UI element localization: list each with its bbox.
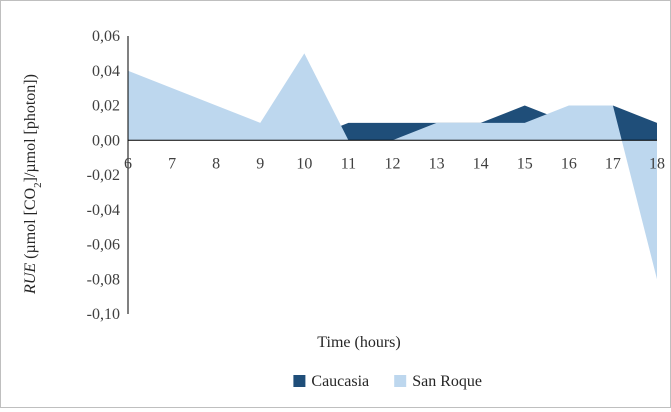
axis-layer — [127, 36, 657, 314]
x-tick-label-3: 9 — [256, 155, 264, 172]
x-tick-label-7: 13 — [429, 155, 445, 172]
x-tick-label-12: 18 — [649, 155, 665, 172]
x-tick-label-10: 16 — [561, 155, 577, 172]
series-layer — [128, 53, 657, 280]
y-tick-label-1: 0,04 — [92, 63, 120, 80]
legend: Caucasia San Roque — [293, 373, 482, 390]
legend-label-1: San Roque — [412, 373, 482, 390]
y-tick-label-7: -0,08 — [87, 271, 120, 288]
y-axis-title-pre: (µmol [CO — [22, 188, 39, 263]
legend-swatch-1 — [394, 375, 407, 387]
x-axis-title: Time (hours) — [317, 334, 400, 351]
x-tick-label-9: 15 — [517, 155, 533, 172]
legend-swatch-0 — [293, 375, 306, 387]
y-tick-label-8: -0,10 — [87, 306, 120, 323]
y-tick-label-3: 0,00 — [92, 132, 120, 149]
legend-label-0: Caucasia — [311, 373, 369, 390]
y-tick-label-0: 0,06 — [92, 28, 120, 45]
x-tick-label-11: 17 — [605, 155, 621, 172]
x-tick-label-4: 10 — [296, 155, 312, 172]
x-tick-label-6: 12 — [385, 155, 401, 172]
x-tick-label-1: 7 — [168, 155, 176, 172]
label-layer: 0,06 0,04 0,02 0,00 -0,02 -0,04 -0,06 -0,08 -0,1… — [87, 28, 665, 323]
x-tick-label-0: 6 — [124, 155, 132, 172]
y-axis-title: RUE (µmol [CO2]/µmol [photon]) — [22, 74, 44, 295]
y-axis-title-sub: 2 — [32, 182, 44, 188]
y-tick-label-5: -0,04 — [87, 202, 120, 219]
y-axis-title-italic: RUE — [22, 263, 39, 295]
x-tick-label-8: 14 — [473, 155, 489, 172]
y-tick-label-6: -0,06 — [87, 237, 120, 254]
y-axis-title-post: ]/µmol [photon]) — [22, 74, 39, 182]
x-tick-label-2: 8 — [212, 155, 220, 172]
x-tick-label-5: 11 — [341, 155, 356, 172]
y-tick-label-4: -0,02 — [87, 167, 120, 184]
y-tick-label-2: 0,02 — [92, 98, 120, 115]
